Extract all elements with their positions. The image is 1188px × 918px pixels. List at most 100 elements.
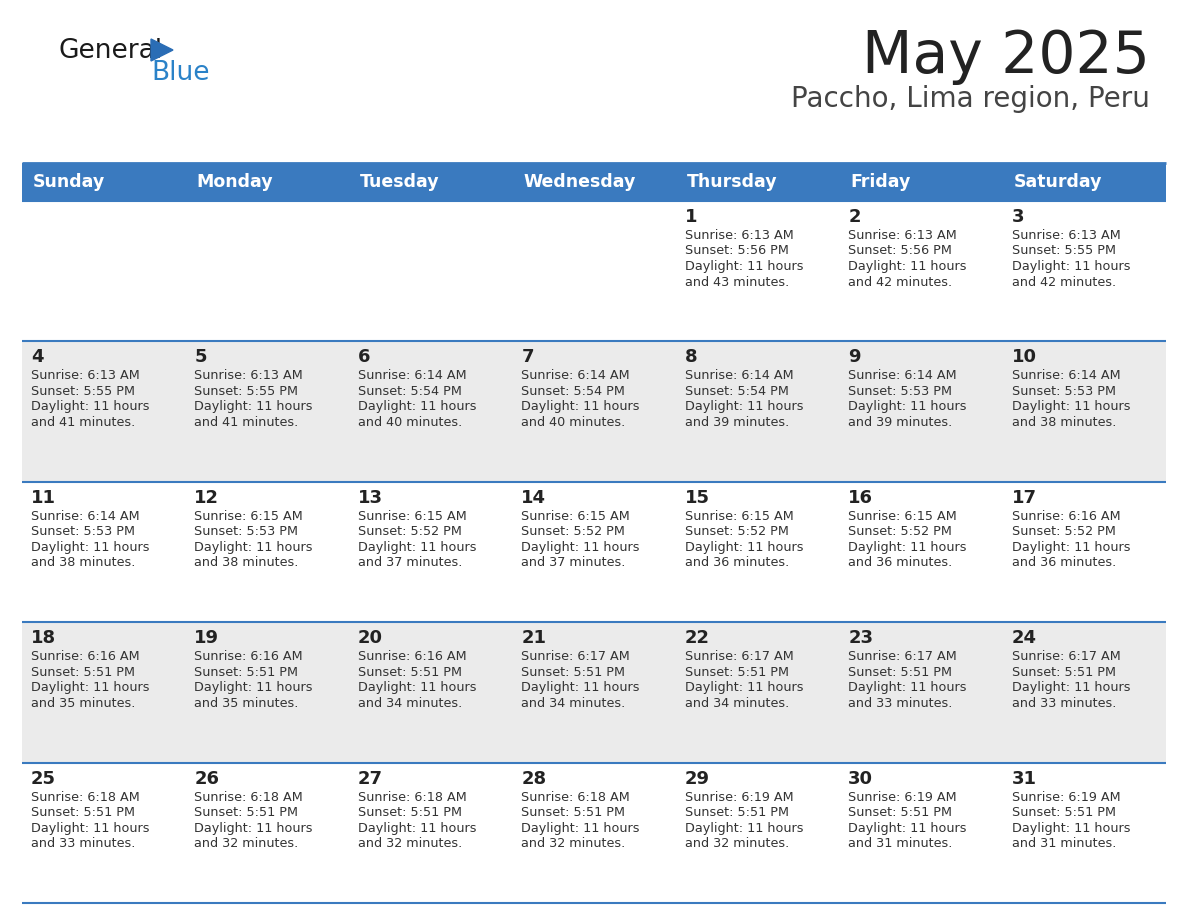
Text: 13: 13 <box>358 488 383 507</box>
Text: and 38 minutes.: and 38 minutes. <box>1011 416 1116 429</box>
Text: 29: 29 <box>684 769 709 788</box>
Text: Daylight: 11 hours: Daylight: 11 hours <box>1011 822 1130 834</box>
Text: and 42 minutes.: and 42 minutes. <box>1011 275 1116 288</box>
Text: 12: 12 <box>195 488 220 507</box>
Bar <box>512 482 676 622</box>
Text: Daylight: 11 hours: Daylight: 11 hours <box>358 681 476 694</box>
Text: and 33 minutes.: and 33 minutes. <box>31 837 135 850</box>
Bar <box>676 163 839 201</box>
Text: Daylight: 11 hours: Daylight: 11 hours <box>848 822 967 834</box>
Text: and 32 minutes.: and 32 minutes. <box>684 837 789 850</box>
Text: 22: 22 <box>684 629 709 647</box>
Text: Sunset: 5:51 PM: Sunset: 5:51 PM <box>358 666 462 678</box>
Text: 8: 8 <box>684 349 697 366</box>
Text: Sunrise: 6:16 AM: Sunrise: 6:16 AM <box>1011 509 1120 522</box>
Text: Sunset: 5:53 PM: Sunset: 5:53 PM <box>1011 385 1116 397</box>
Text: Daylight: 11 hours: Daylight: 11 hours <box>684 822 803 834</box>
Text: Daylight: 11 hours: Daylight: 11 hours <box>195 822 312 834</box>
Text: Sunrise: 6:14 AM: Sunrise: 6:14 AM <box>848 369 956 383</box>
Bar <box>676 201 839 341</box>
Text: and 36 minutes.: and 36 minutes. <box>848 556 953 569</box>
Text: and 41 minutes.: and 41 minutes. <box>195 416 298 429</box>
Text: May 2025: May 2025 <box>862 28 1150 85</box>
Text: Sunrise: 6:15 AM: Sunrise: 6:15 AM <box>358 509 467 522</box>
Text: 9: 9 <box>848 349 860 366</box>
Text: Sunset: 5:51 PM: Sunset: 5:51 PM <box>848 806 952 819</box>
Bar <box>349 341 512 482</box>
Text: Daylight: 11 hours: Daylight: 11 hours <box>1011 681 1130 694</box>
Text: Daylight: 11 hours: Daylight: 11 hours <box>195 681 312 694</box>
Text: 2: 2 <box>848 208 860 226</box>
Text: Blue: Blue <box>151 60 209 86</box>
Text: Sunset: 5:52 PM: Sunset: 5:52 PM <box>358 525 462 538</box>
Text: 5: 5 <box>195 349 207 366</box>
Bar <box>1003 341 1165 482</box>
Text: Sunset: 5:51 PM: Sunset: 5:51 PM <box>684 806 789 819</box>
Text: and 42 minutes.: and 42 minutes. <box>848 275 953 288</box>
Text: Sunrise: 6:14 AM: Sunrise: 6:14 AM <box>684 369 794 383</box>
Text: Sunset: 5:53 PM: Sunset: 5:53 PM <box>31 525 135 538</box>
Text: Sunrise: 6:13 AM: Sunrise: 6:13 AM <box>1011 229 1120 242</box>
Bar <box>23 763 185 903</box>
Text: Saturday: Saturday <box>1013 173 1102 191</box>
Text: 25: 25 <box>31 769 56 788</box>
Text: Sunset: 5:54 PM: Sunset: 5:54 PM <box>358 385 462 397</box>
Text: 7: 7 <box>522 349 533 366</box>
Text: Sunset: 5:53 PM: Sunset: 5:53 PM <box>195 525 298 538</box>
Text: Sunrise: 6:17 AM: Sunrise: 6:17 AM <box>684 650 794 663</box>
Text: Sunset: 5:52 PM: Sunset: 5:52 PM <box>522 525 625 538</box>
Text: and 31 minutes.: and 31 minutes. <box>848 837 953 850</box>
Text: and 33 minutes.: and 33 minutes. <box>848 697 953 710</box>
Text: Paccho, Lima region, Peru: Paccho, Lima region, Peru <box>791 85 1150 113</box>
Text: Daylight: 11 hours: Daylight: 11 hours <box>31 400 150 413</box>
Text: 11: 11 <box>31 488 56 507</box>
Bar <box>676 482 839 622</box>
Text: and 38 minutes.: and 38 minutes. <box>195 556 299 569</box>
Text: Friday: Friday <box>851 173 910 191</box>
Text: and 40 minutes.: and 40 minutes. <box>358 416 462 429</box>
Text: Sunset: 5:51 PM: Sunset: 5:51 PM <box>1011 806 1116 819</box>
Text: Daylight: 11 hours: Daylight: 11 hours <box>358 400 476 413</box>
Text: Sunrise: 6:13 AM: Sunrise: 6:13 AM <box>848 229 956 242</box>
Text: 10: 10 <box>1011 349 1037 366</box>
Bar <box>349 482 512 622</box>
Bar <box>839 482 1003 622</box>
Text: 31: 31 <box>1011 769 1037 788</box>
Text: 19: 19 <box>195 629 220 647</box>
Text: Sunrise: 6:19 AM: Sunrise: 6:19 AM <box>848 790 956 803</box>
Text: and 34 minutes.: and 34 minutes. <box>358 697 462 710</box>
Text: Daylight: 11 hours: Daylight: 11 hours <box>1011 400 1130 413</box>
Bar <box>23 341 185 482</box>
Text: Daylight: 11 hours: Daylight: 11 hours <box>522 822 640 834</box>
Bar <box>185 622 349 763</box>
Text: Daylight: 11 hours: Daylight: 11 hours <box>848 541 967 554</box>
Text: Daylight: 11 hours: Daylight: 11 hours <box>31 681 150 694</box>
Bar <box>23 163 185 201</box>
Text: Tuesday: Tuesday <box>360 173 440 191</box>
Bar <box>839 763 1003 903</box>
Text: Sunrise: 6:14 AM: Sunrise: 6:14 AM <box>1011 369 1120 383</box>
Text: and 31 minutes.: and 31 minutes. <box>1011 837 1116 850</box>
Bar <box>23 201 185 341</box>
Text: and 43 minutes.: and 43 minutes. <box>684 275 789 288</box>
Text: Sunrise: 6:15 AM: Sunrise: 6:15 AM <box>848 509 956 522</box>
Text: 30: 30 <box>848 769 873 788</box>
Bar <box>1003 482 1165 622</box>
Text: and 32 minutes.: and 32 minutes. <box>195 837 298 850</box>
Text: Sunrise: 6:13 AM: Sunrise: 6:13 AM <box>31 369 140 383</box>
Bar <box>512 341 676 482</box>
Bar <box>512 201 676 341</box>
Bar <box>349 622 512 763</box>
Bar <box>185 201 349 341</box>
Bar <box>512 763 676 903</box>
Text: 27: 27 <box>358 769 383 788</box>
Text: and 36 minutes.: and 36 minutes. <box>1011 556 1116 569</box>
Text: Daylight: 11 hours: Daylight: 11 hours <box>195 400 312 413</box>
Text: Daylight: 11 hours: Daylight: 11 hours <box>848 681 967 694</box>
Text: Sunrise: 6:13 AM: Sunrise: 6:13 AM <box>195 369 303 383</box>
Text: Daylight: 11 hours: Daylight: 11 hours <box>195 541 312 554</box>
Bar <box>512 622 676 763</box>
Text: 20: 20 <box>358 629 383 647</box>
Bar <box>1003 163 1165 201</box>
Text: and 33 minutes.: and 33 minutes. <box>1011 697 1116 710</box>
